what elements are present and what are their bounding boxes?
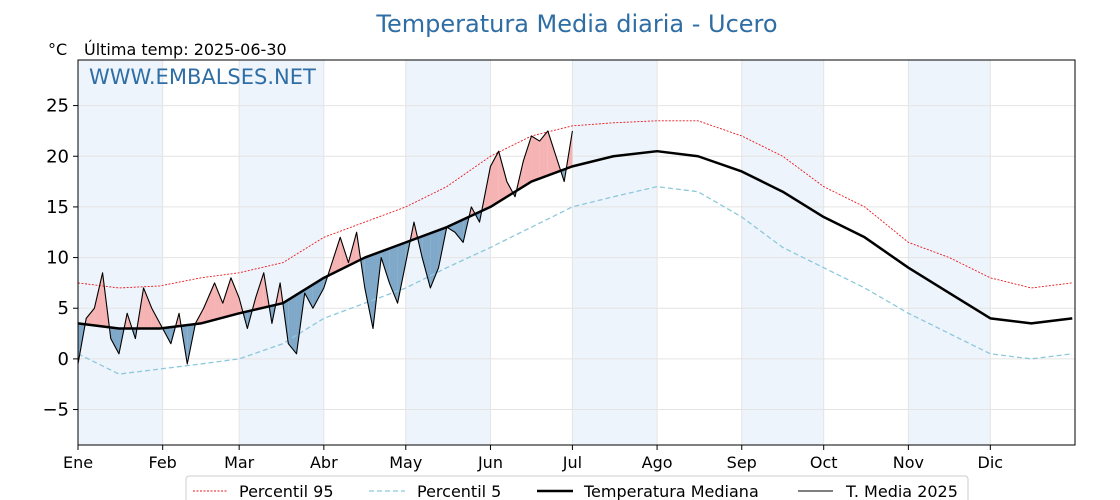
y-tick-label: 15 (46, 197, 69, 218)
plot-frame (77, 59, 1076, 446)
below-median-fill (454, 219, 464, 243)
y-tick-label: −5 (42, 400, 69, 421)
x-tick-label: Abr (310, 453, 338, 472)
x-tick-label: Ene (63, 453, 93, 472)
x-tick-label: May (389, 453, 422, 472)
legend: Percentil 95 Percentil 5 Temperatura Med… (185, 475, 969, 500)
above-median-fill (332, 237, 341, 274)
x-tick-label: Oct (810, 453, 838, 472)
x-tick-label: Jun (477, 453, 503, 472)
percentil-95-line (77, 120, 1073, 289)
series-lines (77, 120, 1073, 375)
month-band-jul (572, 60, 658, 445)
y-tick-label: 5 (58, 298, 69, 319)
above-median-fill (498, 151, 507, 202)
below-median-fill (364, 254, 374, 329)
legend-p95-label: Percentil 95 (239, 482, 334, 500)
below-median-fill (304, 284, 313, 309)
y-tick-label: 10 (46, 248, 69, 269)
above-median-fill (222, 277, 231, 318)
month-bands (78, 60, 991, 445)
percentil-5-line (77, 185, 1073, 375)
above-median-fill (490, 151, 499, 207)
below-median-fill (430, 230, 439, 288)
month-band-ene (78, 60, 163, 445)
legend-p5-label: Percentil 5 (417, 482, 501, 500)
below-median-fill (397, 242, 406, 304)
below-median-fill (389, 245, 398, 304)
above-median-fill (214, 282, 223, 320)
above-median-fill (531, 135, 540, 182)
above-median-fill (143, 287, 152, 329)
below-median-fill (312, 277, 324, 309)
x-tick-label: Ago (642, 453, 673, 472)
x-tick-label: Sep (727, 453, 757, 472)
legend-box (185, 475, 969, 500)
above-median-fill (230, 277, 240, 316)
y-tick-label: 0 (58, 349, 69, 370)
legend-median-label: Temperatura Mediana (583, 482, 759, 500)
month-band-nov (908, 60, 991, 445)
watermark: WWW.EMBALSES.NET (89, 65, 316, 89)
below-median-fill (288, 294, 297, 354)
x-tick-label: Feb (149, 453, 177, 472)
above-median-fill (86, 308, 95, 326)
above-median-fill (255, 272, 264, 310)
above-median-fill (539, 130, 548, 179)
legend-current-label: T. Media 2025 (845, 482, 958, 500)
y-tick-label: 25 (46, 96, 69, 117)
month-band-may (405, 60, 491, 445)
x-tick-label: Mar (224, 453, 255, 472)
chart-title: Temperatura Media diaria - Ucero (375, 10, 777, 38)
x-tick-label: Dic (978, 453, 1004, 472)
y-ticks: −5 0 5 10 15 20 25 (42, 96, 78, 421)
below-median-fill (381, 248, 390, 283)
x-ticks: Ene Feb Mar Abr May Jun Jul Ago Sep Oct Nov Dic (63, 445, 1003, 472)
last-temp-label: Última temp: 2025-06-30 (84, 40, 287, 59)
x-tick-label: Jul (562, 453, 582, 472)
x-tick-label: Nov (893, 453, 924, 472)
grid-lines (77, 60, 1075, 445)
median-line (77, 149, 1073, 330)
current-2025-line (77, 130, 573, 365)
month-band-mar (239, 60, 324, 445)
above-median-fill (203, 282, 215, 323)
month-band-sep (741, 60, 824, 445)
above-median-fill (94, 272, 103, 327)
above-median-fill (547, 130, 557, 176)
unit-label: °C (48, 40, 67, 59)
below-median-fill (110, 327, 119, 354)
above-median-fill (523, 135, 532, 187)
below-median-fill (422, 233, 431, 288)
y-tick-label: 20 (46, 146, 69, 167)
